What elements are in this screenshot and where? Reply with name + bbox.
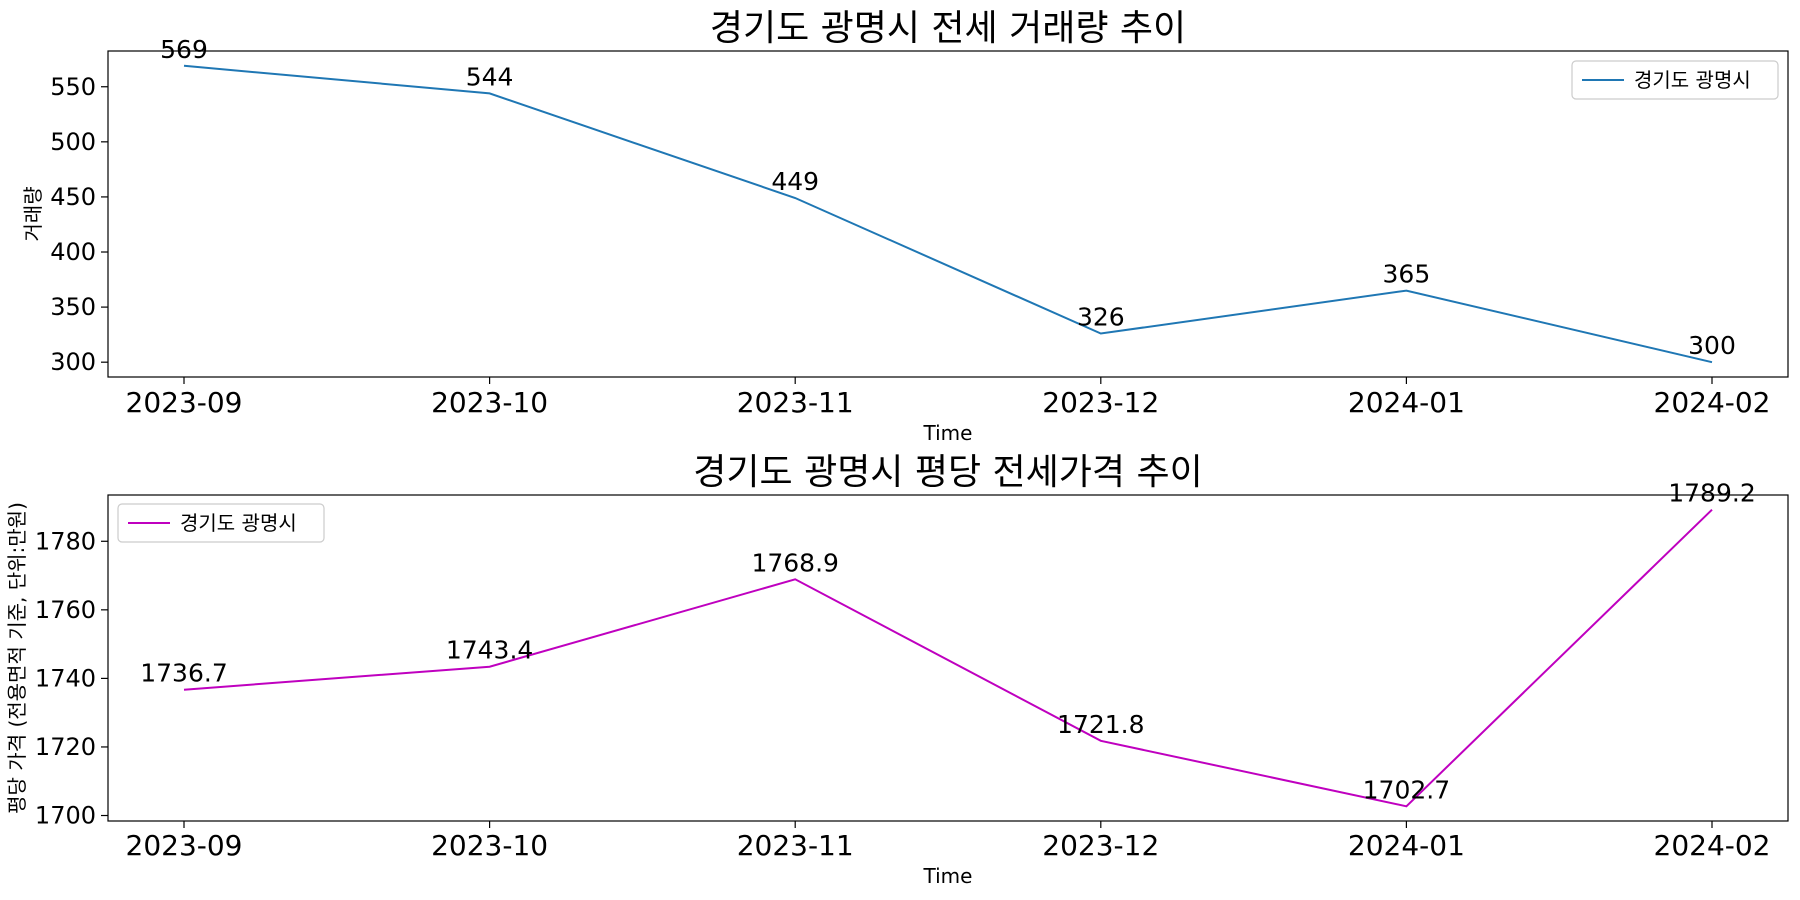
chart1-ytick-label: 300 [50,348,96,376]
chart1-ytick-label: 500 [50,128,96,156]
chart1-ytick-label: 400 [50,238,96,266]
chart1-xtick-label: 2023-11 [737,386,854,419]
chart2-xtick-label: 2024-02 [1654,829,1771,862]
chart2-ylabel: 평당 가격 (전용면적 기준, 단위:만원) [5,502,29,814]
chart2-ytick-label: 1700 [35,802,96,830]
chart2-data-label: 1768.9 [751,548,838,577]
chart1-data-label: 365 [1383,260,1431,289]
chart1-data-label: 544 [466,62,514,91]
chart1-data-label: 449 [771,167,819,196]
chart1-data-label: 326 [1077,303,1125,332]
chart1-xtick-label: 2023-09 [126,386,243,419]
chart1-data-label: 300 [1688,331,1736,360]
chart1-ytick-label: 450 [50,183,96,211]
chart2-ytick-label: 1760 [35,596,96,624]
chart1-ytick-label: 550 [50,73,96,101]
chart2-data-label: 1736.7 [140,659,227,688]
chart1-data-label: 569 [160,35,208,64]
chart2-xtick-label: 2023-10 [431,829,548,862]
chart1-xtick-label: 2023-10 [431,386,548,419]
chart2-xtick-label: 2023-11 [737,829,854,862]
chart2-legend-box [117,503,325,543]
chart2-ytick-label: 1720 [35,733,96,761]
chart1-legend-box [1571,60,1779,100]
chart2-ytick-label: 1740 [35,664,96,692]
chart2-title: 경기도 광명시 평당 전세가격 추이 [693,452,1202,493]
chart2-series-line [183,508,1713,808]
chart1-xtick-label: 2024-01 [1348,386,1465,419]
chart1-title: 경기도 광명시 전세 거래량 추이 [710,8,1186,49]
chart2-xtick-label: 2023-12 [1042,829,1159,862]
chart2-xlabel: Time [923,864,973,888]
chart2-legend-label: 경기도 광명시 [180,511,297,535]
chart2-data-label: 1702.7 [1363,775,1450,804]
chart1-xtick-label: 2023-12 [1042,386,1159,419]
chart2-data-label: 1743.4 [446,636,533,665]
chart1-ylabel: 거래량 [21,186,45,241]
chart2-ytick-label: 1780 [35,527,96,555]
chart2-data-label: 1721.8 [1057,710,1144,739]
chart2-xtick-label: 2023-09 [126,829,243,862]
chart1-axes-frame [107,50,1789,378]
chart1-ytick-label: 350 [50,293,96,321]
chart1-series-line [183,64,1713,364]
chart1-xtick-label: 2024-02 [1654,386,1771,419]
chart2-xtick-label: 2024-01 [1348,829,1465,862]
chart1-xlabel: Time [923,421,973,445]
chart2-axes-frame [107,494,1789,822]
chart1-legend-label: 경기도 광명시 [1634,68,1751,92]
chart2-data-label: 1789.2 [1668,479,1755,508]
